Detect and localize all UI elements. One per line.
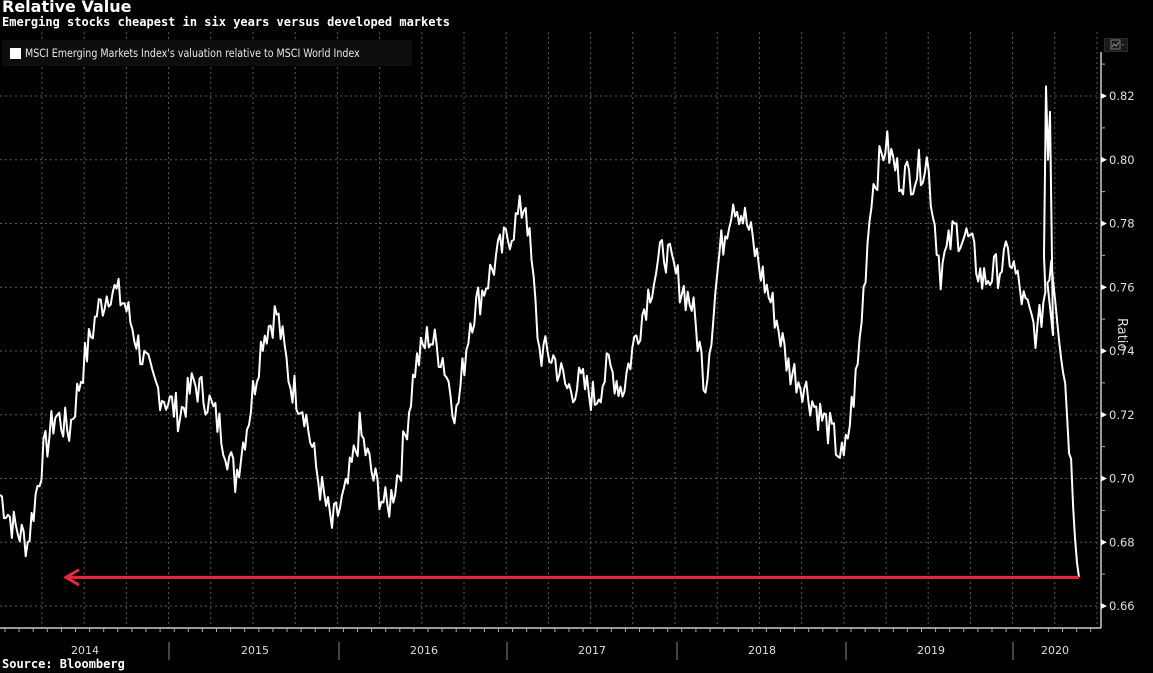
svg-text:2019: 2019 bbox=[917, 644, 945, 657]
svg-text:2020: 2020 bbox=[1041, 644, 1069, 657]
legend-label: MSCI Emerging Markets Index's valuation … bbox=[25, 46, 360, 60]
svg-text:0.72: 0.72 bbox=[1109, 408, 1135, 422]
svg-text:2015: 2015 bbox=[241, 644, 269, 657]
chart-title: Relative Value bbox=[2, 0, 132, 16]
svg-text:0.80: 0.80 bbox=[1109, 153, 1135, 167]
legend-swatch bbox=[10, 47, 21, 59]
legend: MSCI Emerging Markets Index's valuation … bbox=[2, 40, 412, 66]
gridlines bbox=[0, 32, 1100, 628]
svg-text:0.82: 0.82 bbox=[1109, 89, 1135, 103]
svg-text:0.68: 0.68 bbox=[1109, 535, 1135, 549]
svg-text:2018: 2018 bbox=[748, 644, 776, 657]
x-axis: 2014 2015 2016 2017 2018 2019 2020 bbox=[0, 627, 1101, 660]
line-chart-icon[interactable] bbox=[1104, 38, 1128, 52]
y-axis: 0.66 0.68 0.70 0.72 0.74 0.76 0.78 0.80 0.82 bbox=[1100, 52, 1135, 628]
source-note: Source: Bloomberg bbox=[2, 657, 125, 671]
svg-text:0.74: 0.74 bbox=[1109, 344, 1135, 358]
svg-text:2017: 2017 bbox=[578, 644, 606, 657]
svg-text:0.66: 0.66 bbox=[1109, 599, 1135, 613]
svg-text:0.78: 0.78 bbox=[1109, 217, 1135, 231]
red-arrow-annotation bbox=[63, 568, 1079, 586]
svg-text:0.70: 0.70 bbox=[1109, 472, 1135, 486]
svg-text:2016: 2016 bbox=[410, 644, 438, 657]
svg-text:2014: 2014 bbox=[71, 644, 99, 657]
series-line bbox=[0, 85, 1080, 578]
y-axis-title: Ratio bbox=[1114, 318, 1129, 352]
chart-subtitle: Emerging stocks cheapest in six years ve… bbox=[2, 15, 450, 29]
svg-text:0.76: 0.76 bbox=[1109, 280, 1135, 294]
